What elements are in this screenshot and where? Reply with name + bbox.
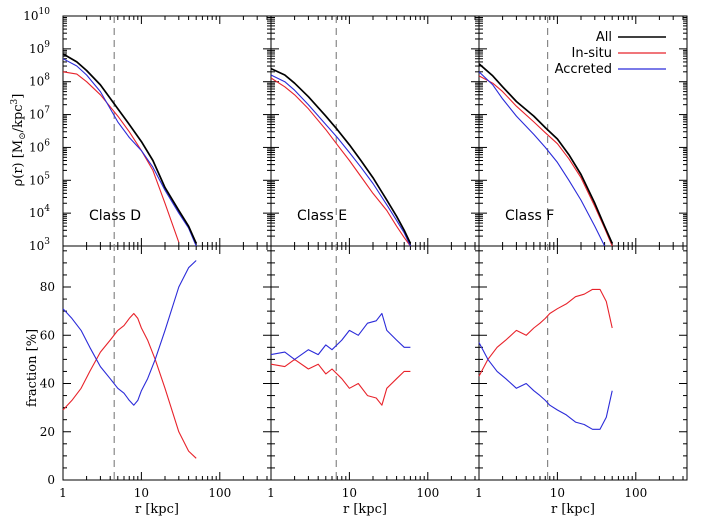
density-tick-label: 104 [29,204,50,220]
insitu-density-line [478,75,613,247]
density-tick-label: 108 [29,73,50,89]
fraction-tick-label: 40 [40,377,55,391]
x-tick-label: 100 [208,486,231,500]
insitu-fraction-line [62,312,197,459]
fraction-frame-3 [478,245,688,481]
density-tick-label: 107 [29,106,50,122]
x-tick-label: 1 [59,486,67,500]
panel-3: 1 10 100 r [kpc] Class F [475,15,688,517]
x-tick-label: 10 [550,486,565,500]
x-axis-label: r [kpc] [135,502,179,517]
all-density-line [478,63,613,244]
insitu-fraction-line [478,288,613,377]
x-tick-label: 10 [342,486,357,500]
accreted-fraction-line [62,260,197,406]
accreted-density-line [62,58,197,247]
density-label-mid: /kpc [11,104,26,132]
fraction-tick-label: 60 [40,328,55,342]
x-tick-label: 100 [624,486,647,500]
accreted-density-line [270,74,411,247]
accreted-fraction-line [270,312,411,360]
fraction-tick-label: 80 [40,280,55,294]
legend-label-accreted: Accreted [555,62,612,77]
density-label-exp: 3 [10,98,20,104]
density-tick-label: 103 [29,237,50,253]
insitu-density-line [62,71,180,243]
density-tick-label: 109 [29,40,50,56]
x-tick-label: 100 [416,486,439,500]
panel-2: 1 10 100 r [kpc] Class E [267,15,480,517]
density-label-suffix: ] [11,94,26,99]
density-tick-label: 1010 [23,7,50,23]
accreted-fraction-line [478,342,613,430]
x-tick-label: 10 [134,486,149,500]
panel-1: 1 10 100 r [kpc] Class D [59,15,272,517]
accreted-density-line [478,71,606,247]
fraction-frame-2 [270,245,480,481]
x-axis-label: r [kpc] [551,502,595,517]
insitu-density-line [270,77,411,247]
class-label-2: Class E [297,208,347,224]
insitu-fraction-line [270,358,411,406]
all-density-line [62,53,197,244]
legend: All In-situ Accreted [555,30,666,77]
density-axis-label: ρ(r) [M⊙/kpc3] [10,94,28,187]
class-label-3: Class F [505,208,554,224]
fraction-tick-label: 0 [47,473,55,487]
all-density-line [270,67,412,244]
legend-label-insitu: In-situ [572,46,613,61]
density-label-sun: ⊙ [18,132,28,140]
x-tick-label: 1 [475,486,483,500]
legend-label-all: All [596,30,612,45]
x-axis-label: r [kpc] [343,502,387,517]
fraction-axis-label: fraction [%] [25,329,40,407]
density-tick-label: 105 [29,171,50,187]
density-label-prefix: ρ(r) [M [11,140,26,187]
class-label-1: Class D [89,208,141,224]
density-tick-label: 106 [29,138,50,154]
fraction-tick-label: 20 [40,425,55,439]
x-tick-label: 1 [267,486,275,500]
